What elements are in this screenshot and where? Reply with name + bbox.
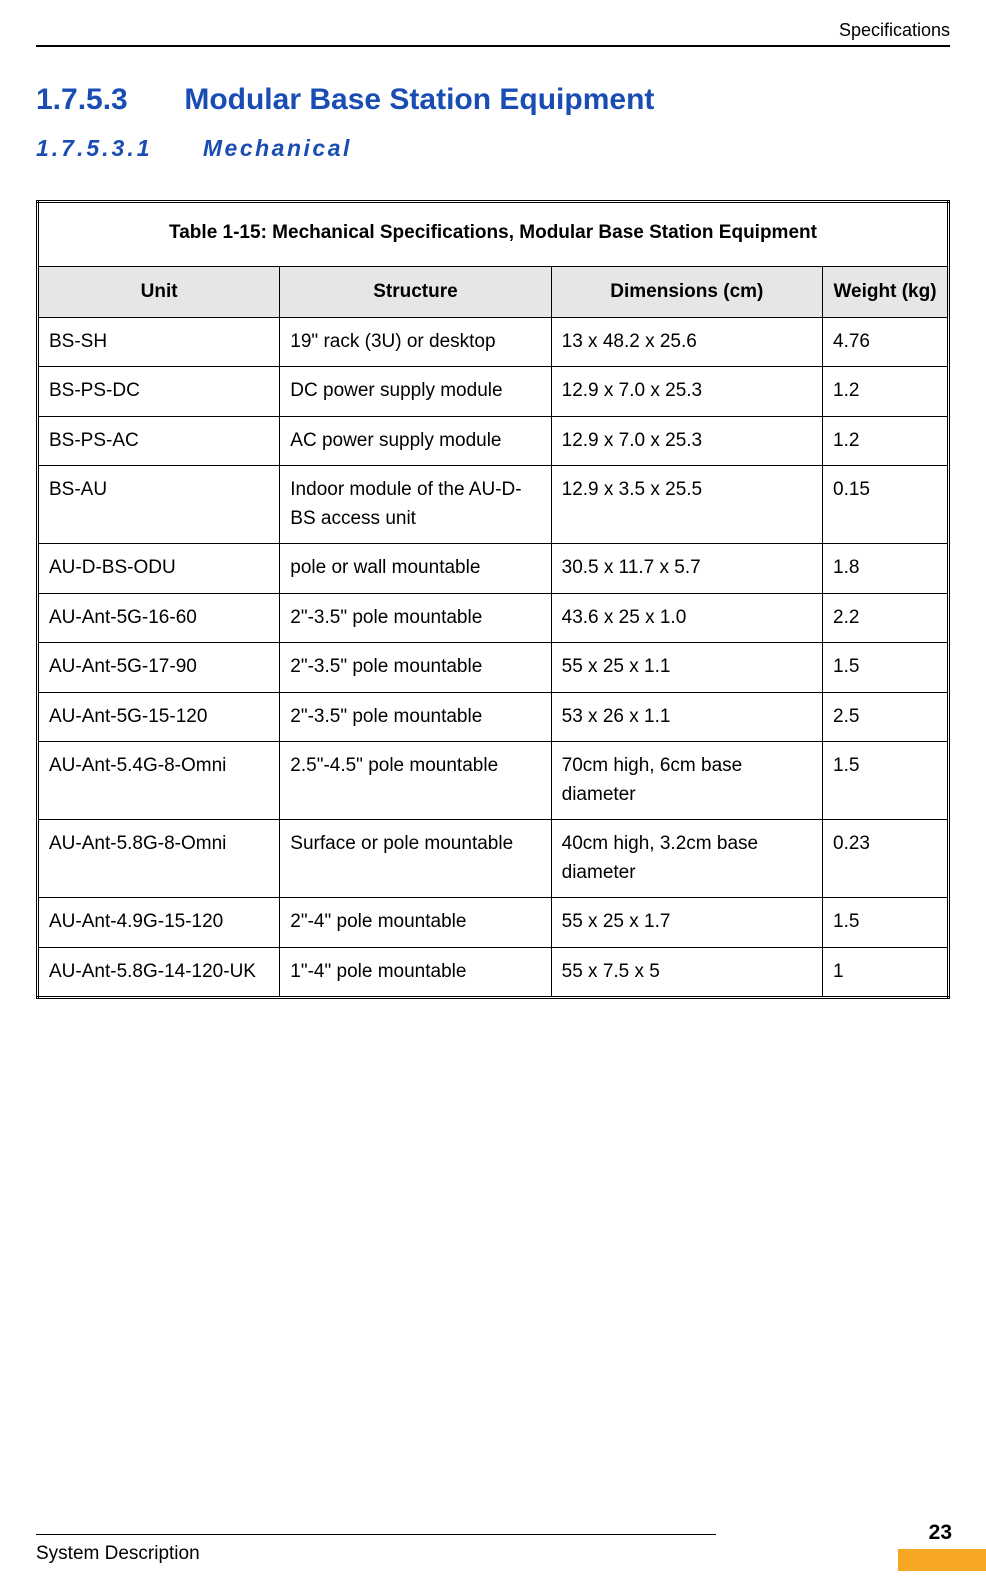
table-row: BS-SH19" rack (3U) or desktop13 x 48.2 x… bbox=[38, 317, 949, 367]
cell-unit: AU-Ant-5G-16-60 bbox=[38, 593, 280, 643]
cell-unit: BS-SH bbox=[38, 317, 280, 367]
cell-weight: 1.5 bbox=[823, 742, 949, 820]
cell-weight: 4.76 bbox=[823, 317, 949, 367]
cell-unit: AU-Ant-5G-17-90 bbox=[38, 643, 280, 693]
cell-weight: 1.2 bbox=[823, 367, 949, 417]
table-row: AU-D-BS-ODUpole or wall mountable30.5 x … bbox=[38, 544, 949, 594]
subheading-title: Mechanical bbox=[203, 135, 352, 161]
page-number-block: 23 bbox=[898, 1521, 986, 1571]
cell-structure: Indoor module of the AU-D-BS access unit bbox=[280, 466, 551, 544]
table-row: AU-Ant-5G-16-602"-3.5" pole mountable43.… bbox=[38, 593, 949, 643]
cell-dimensions: 55 x 25 x 1.7 bbox=[551, 898, 822, 948]
cell-unit: AU-Ant-5.4G-8-Omni bbox=[38, 742, 280, 820]
table-row: AU-Ant-4.9G-15-1202"-4" pole mountable55… bbox=[38, 898, 949, 948]
cell-structure: 1"-4" pole mountable bbox=[280, 947, 551, 998]
cell-unit: AU-Ant-5.8G-14-120-UK bbox=[38, 947, 280, 998]
cell-structure: AC power supply module bbox=[280, 416, 551, 466]
header-section-label: Specifications bbox=[36, 20, 950, 41]
table-row: BS-PS-DCDC power supply module12.9 x 7.0… bbox=[38, 367, 949, 417]
col-header-weight: Weight (kg) bbox=[823, 266, 949, 317]
cell-dimensions: 12.9 x 7.0 x 25.3 bbox=[551, 367, 822, 417]
cell-dimensions: 12.9 x 7.0 x 25.3 bbox=[551, 416, 822, 466]
cell-unit: BS-PS-AC bbox=[38, 416, 280, 466]
cell-weight: 1.8 bbox=[823, 544, 949, 594]
cell-dimensions: 53 x 26 x 1.1 bbox=[551, 692, 822, 742]
cell-weight: 1.5 bbox=[823, 643, 949, 693]
footer-rule bbox=[36, 1534, 716, 1535]
footer-doc-title: System Description bbox=[36, 1543, 986, 1565]
table-row: AU-Ant-5G-15-1202"-3.5" pole mountable53… bbox=[38, 692, 949, 742]
table-row: AU-Ant-5.8G-14-120-UK1"-4" pole mountabl… bbox=[38, 947, 949, 998]
heading-1-7-5-3-1: 1.7.5.3.1 Mechanical bbox=[36, 135, 950, 162]
cell-weight: 1 bbox=[823, 947, 949, 998]
col-header-unit: Unit bbox=[38, 266, 280, 317]
cell-dimensions: 30.5 x 11.7 x 5.7 bbox=[551, 544, 822, 594]
cell-weight: 0.15 bbox=[823, 466, 949, 544]
col-header-structure: Structure bbox=[280, 266, 551, 317]
cell-structure: 2"-3.5" pole mountable bbox=[280, 643, 551, 693]
table-row: AU-Ant-5G-17-902"-3.5" pole mountable55 … bbox=[38, 643, 949, 693]
cell-unit: BS-AU bbox=[38, 466, 280, 544]
cell-dimensions: 55 x 25 x 1.1 bbox=[551, 643, 822, 693]
cell-structure: 2.5"-4.5" pole mountable bbox=[280, 742, 551, 820]
table-row: AU-Ant-5.8G-8-OmniSurface or pole mounta… bbox=[38, 820, 949, 898]
cell-unit: BS-PS-DC bbox=[38, 367, 280, 417]
subheading-number: 1.7.5.3.1 bbox=[36, 135, 194, 162]
mechanical-spec-table: Table 1-15: Mechanical Specifications, M… bbox=[36, 200, 950, 999]
cell-structure: Surface or pole mountable bbox=[280, 820, 551, 898]
cell-structure: pole or wall mountable bbox=[280, 544, 551, 594]
cell-weight: 2.5 bbox=[823, 692, 949, 742]
cell-unit: AU-D-BS-ODU bbox=[38, 544, 280, 594]
cell-dimensions: 13 x 48.2 x 25.6 bbox=[551, 317, 822, 367]
cell-weight: 2.2 bbox=[823, 593, 949, 643]
cell-weight: 1.5 bbox=[823, 898, 949, 948]
cell-unit: AU-Ant-5.8G-8-Omni bbox=[38, 820, 280, 898]
table-title: Table 1-15: Mechanical Specifications, M… bbox=[38, 202, 949, 267]
page-accent-tab bbox=[898, 1549, 986, 1571]
cell-structure: 2"-3.5" pole mountable bbox=[280, 593, 551, 643]
cell-dimensions: 70cm high, 6cm base diameter bbox=[551, 742, 822, 820]
cell-structure: 2"-4" pole mountable bbox=[280, 898, 551, 948]
cell-dimensions: 12.9 x 3.5 x 25.5 bbox=[551, 466, 822, 544]
cell-unit: AU-Ant-5G-15-120 bbox=[38, 692, 280, 742]
page-number: 23 bbox=[898, 1521, 986, 1549]
cell-structure: 19" rack (3U) or desktop bbox=[280, 317, 551, 367]
cell-structure: DC power supply module bbox=[280, 367, 551, 417]
heading-title: Modular Base Station Equipment bbox=[184, 83, 654, 116]
table-title-row: Table 1-15: Mechanical Specifications, M… bbox=[38, 202, 949, 267]
cell-dimensions: 40cm high, 3.2cm base diameter bbox=[551, 820, 822, 898]
heading-1-7-5-3: 1.7.5.3 Modular Base Station Equipment bbox=[36, 83, 950, 117]
heading-number: 1.7.5.3 bbox=[36, 83, 176, 117]
cell-weight: 0.23 bbox=[823, 820, 949, 898]
table-row: BS-PS-ACAC power supply module12.9 x 7.0… bbox=[38, 416, 949, 466]
page-header: Specifications bbox=[36, 20, 950, 47]
col-header-dimensions: Dimensions (cm) bbox=[551, 266, 822, 317]
cell-structure: 2"-3.5" pole mountable bbox=[280, 692, 551, 742]
cell-dimensions: 55 x 7.5 x 5 bbox=[551, 947, 822, 998]
table-row: BS-AUIndoor module of the AU-D-BS access… bbox=[38, 466, 949, 544]
page-footer: System Description bbox=[36, 1534, 986, 1565]
cell-dimensions: 43.6 x 25 x 1.0 bbox=[551, 593, 822, 643]
cell-weight: 1.2 bbox=[823, 416, 949, 466]
cell-unit: AU-Ant-4.9G-15-120 bbox=[38, 898, 280, 948]
table-row: AU-Ant-5.4G-8-Omni2.5"-4.5" pole mountab… bbox=[38, 742, 949, 820]
table-header-row: Unit Structure Dimensions (cm) Weight (k… bbox=[38, 266, 949, 317]
